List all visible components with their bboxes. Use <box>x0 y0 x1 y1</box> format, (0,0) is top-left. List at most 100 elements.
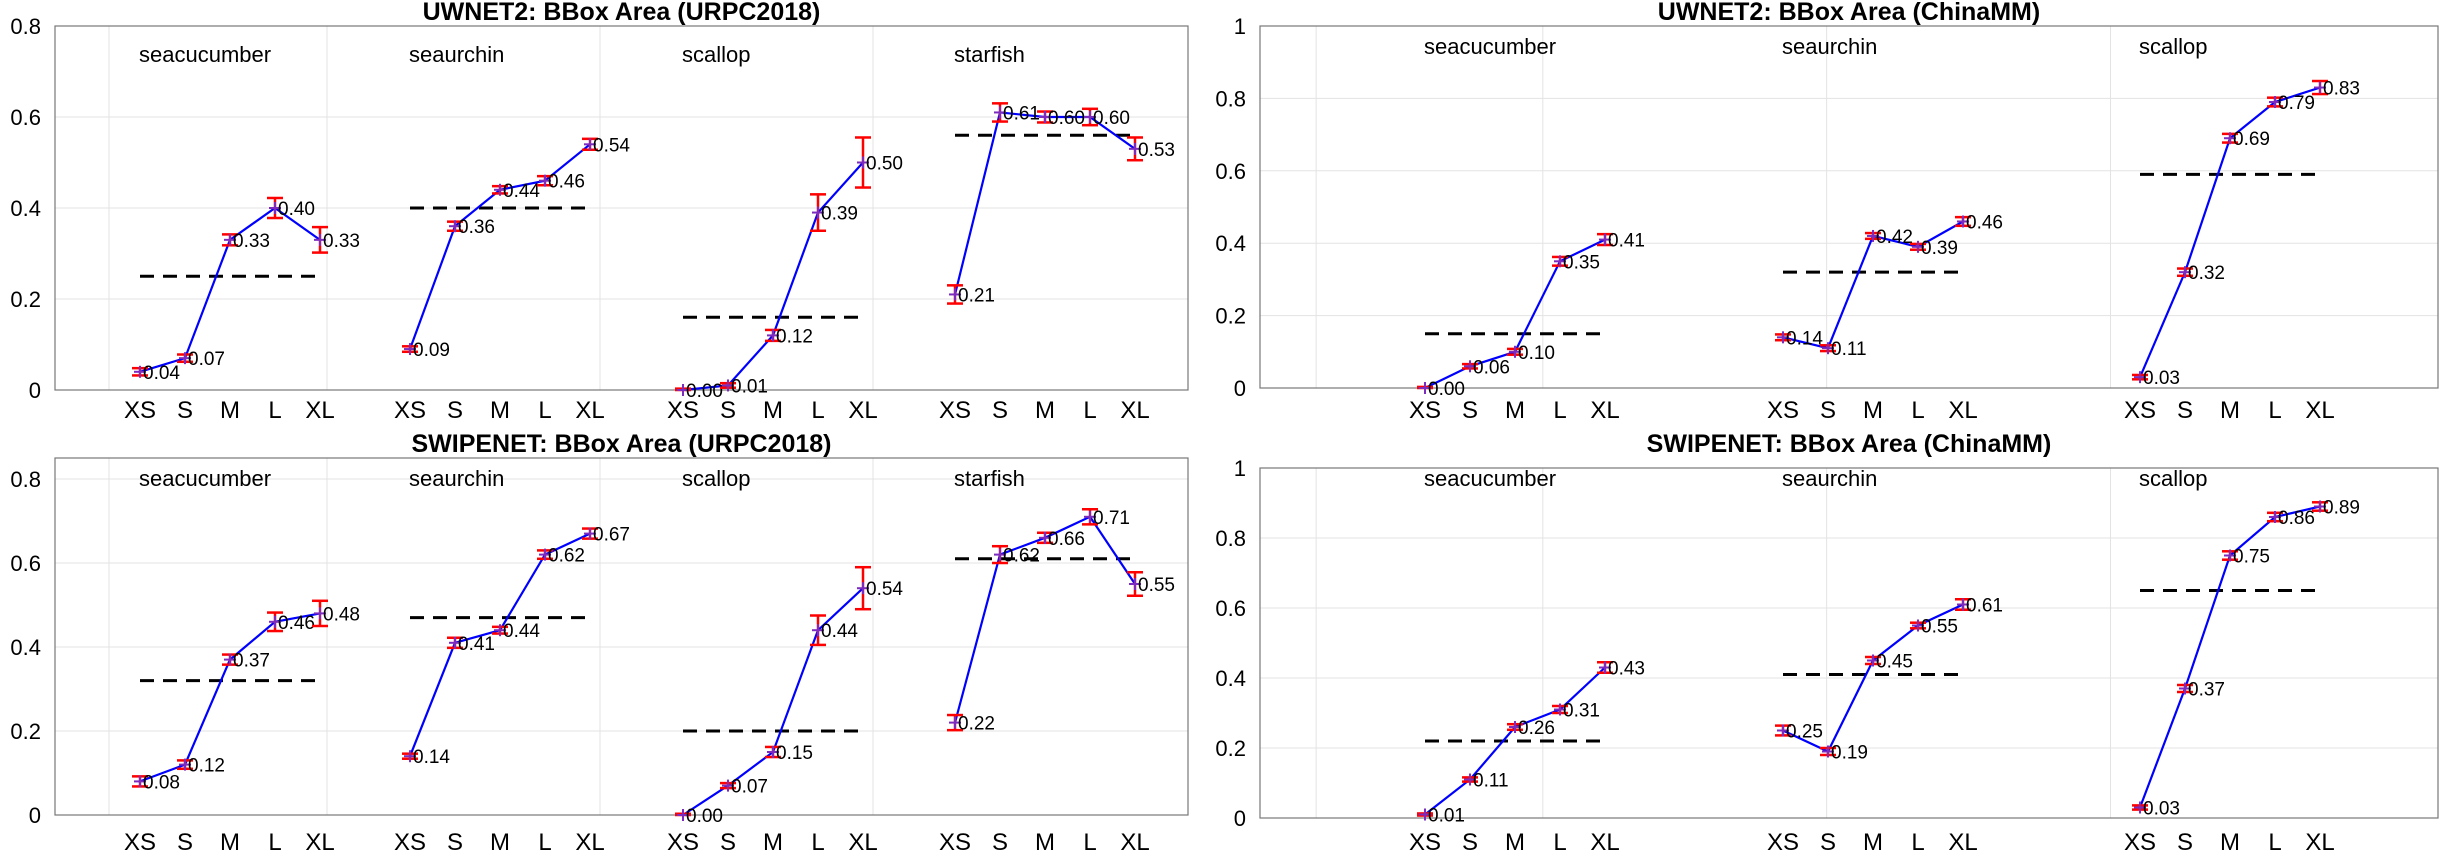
x-tick-label: M <box>1505 397 1525 424</box>
x-tick-label: L <box>811 397 824 424</box>
category-label: scallop <box>2139 34 2207 59</box>
x-tick-label: XL <box>2305 829 2334 856</box>
x-tick-label: XS <box>667 829 699 856</box>
data-label: 0.41 <box>458 634 495 655</box>
x-tick-label: XL <box>848 829 877 856</box>
data-label: 0.46 <box>278 613 315 634</box>
x-tick-label: L <box>268 397 281 424</box>
x-tick-label: M <box>2220 829 2240 856</box>
y-tick-label: 0.4 <box>10 635 41 660</box>
y-tick-label: 0 <box>1234 376 1246 401</box>
x-tick-label: XL <box>305 397 334 424</box>
data-label: 0.32 <box>2188 263 2225 284</box>
chart-title: UWNET2: BBox Area (ChinaMM) <box>1658 0 2040 26</box>
category-label: seaurchin <box>1782 34 1877 59</box>
data-label: 0.26 <box>1518 718 1555 739</box>
x-tick-label: M <box>763 397 783 424</box>
x-tick-label: XS <box>939 397 971 424</box>
data-label: 0.44 <box>503 621 540 642</box>
x-tick-label: M <box>763 829 783 856</box>
y-tick-label: 0.6 <box>1215 596 1246 621</box>
plot-frame <box>54 25 1189 391</box>
data-label: 0.86 <box>2278 508 2315 529</box>
x-tick-label: M <box>220 397 240 424</box>
chart-panel-1: UWNET2: BBox Area (URPC2018) 0 0.2 0.4 0.6 0.… <box>10 0 1189 424</box>
x-tick-label: XS <box>667 397 699 424</box>
x-tick-label: XL <box>1120 397 1149 424</box>
data-label: 0.40 <box>278 199 315 220</box>
series-seacucumber: seacucumber 0.04 XS 0.07 S 0.33 M 0.40 L 0.33 XL <box>124 42 360 424</box>
data-label: 0.69 <box>2233 129 2270 150</box>
x-tick-label: L <box>1553 829 1566 856</box>
category-label: scallop <box>682 466 750 491</box>
x-tick-label: S <box>720 397 736 424</box>
x-tick-label: M <box>220 829 240 856</box>
data-label: 0.21 <box>958 285 995 306</box>
plot-frame <box>1259 25 2439 389</box>
x-tick-label: XL <box>305 829 334 856</box>
x-tick-label: M <box>2220 397 2240 424</box>
y-tick-label: 0.2 <box>10 287 41 312</box>
x-tick-label: M <box>1863 829 1883 856</box>
x-tick-label: XS <box>1767 829 1799 856</box>
data-label: 0.43 <box>1608 659 1645 680</box>
data-label: 0.54 <box>593 135 630 156</box>
y-tick-label: 0 <box>1234 806 1246 831</box>
data-label: 0.33 <box>233 231 270 252</box>
category-label: seacucumber <box>1424 34 1556 59</box>
x-tick-label: XL <box>1948 829 1977 856</box>
y-tick-label: 0 <box>29 803 41 828</box>
series-seaurchin: seaurchin 0.25 XS 0.19 S 0.45 M 0.55 L 0.61 XL <box>1767 466 2003 856</box>
data-label: 0.09 <box>413 340 450 361</box>
x-tick-label: S <box>2177 829 2193 856</box>
y-tick-label: 0.2 <box>10 719 41 744</box>
data-label: 0.03 <box>2143 368 2180 389</box>
category-label: seaurchin <box>409 466 504 491</box>
data-label: 0.60 <box>1048 108 1085 129</box>
data-label: 0.62 <box>1003 546 1040 567</box>
x-tick-label: XL <box>1120 829 1149 856</box>
x-tick-label: S <box>177 397 193 424</box>
data-label: 0.14 <box>413 747 450 768</box>
x-tick-label: XS <box>394 397 426 424</box>
x-tick-label: M <box>1863 397 1883 424</box>
y-tick-label: 0.2 <box>1215 736 1246 761</box>
series-line <box>2138 86 2321 378</box>
data-label: 0.66 <box>1048 529 1085 550</box>
data-label: 0.44 <box>821 621 858 642</box>
data-label: 0.00 <box>686 381 723 402</box>
data-label: 0.48 <box>323 604 360 625</box>
series-seaurchin: seaurchin 0.09 XS 0.36 S 0.44 M 0.46 L 0.54 XL <box>394 42 630 424</box>
data-label: 0.36 <box>458 217 495 238</box>
x-tick-label: XS <box>124 829 156 856</box>
x-tick-label: M <box>1505 829 1525 856</box>
category-label: scallop <box>682 42 750 67</box>
x-tick-label: S <box>447 397 463 424</box>
x-tick-label: XL <box>848 397 877 424</box>
x-tick-label: L <box>811 829 824 856</box>
x-tick-label: XS <box>1409 397 1441 424</box>
x-tick-label: M <box>490 829 510 856</box>
y-tick-label: 1 <box>1234 14 1246 39</box>
x-tick-label: S <box>992 829 1008 856</box>
plot-frame <box>54 457 1189 816</box>
data-label: 0.89 <box>2323 498 2360 519</box>
data-label: 0.12 <box>188 756 225 777</box>
data-label: 0.37 <box>233 651 270 672</box>
chart-title: SWIPENET: BBox Area (ChinaMM) <box>1647 430 2052 458</box>
category-label: seacucumber <box>139 42 271 67</box>
series-line <box>408 532 591 757</box>
data-label: 0.04 <box>143 363 180 384</box>
data-label: 0.11 <box>1831 339 1867 360</box>
chart-panel-4: SWIPENET: BBox Area (ChinaMM) 0 0.2 0.4 0.6 0… <box>1215 430 2439 856</box>
data-label: 0.08 <box>143 772 180 793</box>
data-label: 0.53 <box>1138 140 1175 161</box>
data-label: 0.01 <box>1428 806 1465 827</box>
x-tick-label: L <box>1083 829 1096 856</box>
data-label: 0.46 <box>548 172 585 193</box>
data-label: 0.71 <box>1093 508 1130 529</box>
